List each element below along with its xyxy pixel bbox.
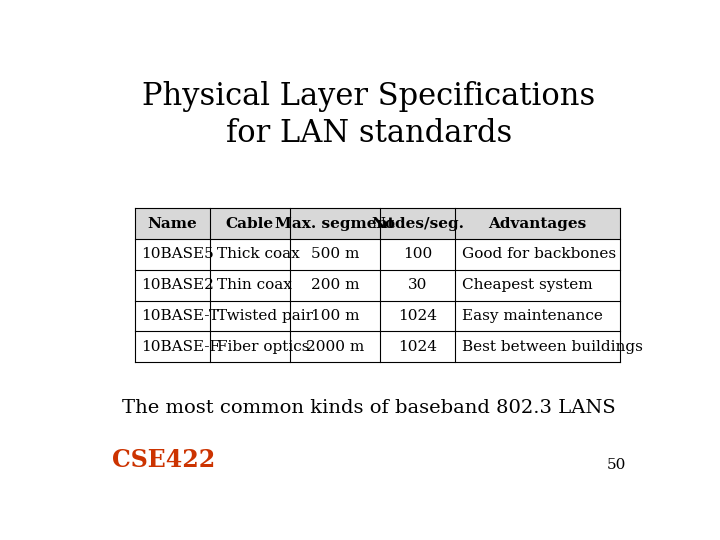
Text: 500 m: 500 m bbox=[311, 247, 359, 261]
Bar bbox=[290, 332, 379, 362]
Bar bbox=[290, 239, 379, 270]
Bar bbox=[135, 301, 210, 332]
Text: 100 m: 100 m bbox=[310, 309, 359, 323]
Text: 10BASE-T: 10BASE-T bbox=[141, 309, 220, 323]
Bar bbox=[135, 208, 210, 239]
Text: 50: 50 bbox=[606, 458, 626, 472]
Text: Physical Layer Specifications
for LAN standards: Physical Layer Specifications for LAN st… bbox=[143, 82, 595, 150]
Bar bbox=[379, 239, 455, 270]
Bar bbox=[210, 270, 290, 301]
Text: The most common kinds of baseband 802.3 LANS: The most common kinds of baseband 802.3 … bbox=[122, 399, 616, 417]
Bar bbox=[379, 208, 455, 239]
Text: Advantages: Advantages bbox=[488, 217, 587, 231]
Text: Cable: Cable bbox=[226, 217, 274, 231]
Text: Thin coax: Thin coax bbox=[217, 278, 292, 292]
Bar bbox=[379, 332, 455, 362]
Bar bbox=[455, 332, 620, 362]
Text: CSE422: CSE422 bbox=[112, 448, 215, 472]
Bar bbox=[290, 208, 379, 239]
Bar bbox=[210, 208, 290, 239]
Bar bbox=[290, 270, 379, 301]
Text: Best between buildings: Best between buildings bbox=[462, 340, 643, 354]
Text: 10BASE2: 10BASE2 bbox=[141, 278, 215, 292]
Text: 10BASE5: 10BASE5 bbox=[141, 247, 214, 261]
Text: Name: Name bbox=[148, 217, 197, 231]
Bar bbox=[455, 270, 620, 301]
Bar bbox=[210, 332, 290, 362]
Text: Good for backbones: Good for backbones bbox=[462, 247, 616, 261]
Text: 1024: 1024 bbox=[398, 309, 437, 323]
Bar bbox=[135, 239, 210, 270]
Text: 30: 30 bbox=[408, 278, 427, 292]
Text: Twisted pair: Twisted pair bbox=[217, 309, 312, 323]
Bar bbox=[290, 301, 379, 332]
Text: Thick coax: Thick coax bbox=[217, 247, 300, 261]
Text: 10BASE-F: 10BASE-F bbox=[141, 340, 220, 354]
Bar bbox=[135, 270, 210, 301]
Bar bbox=[455, 301, 620, 332]
Bar bbox=[135, 332, 210, 362]
Text: Nodes/seg.: Nodes/seg. bbox=[371, 217, 464, 231]
Bar bbox=[455, 239, 620, 270]
Bar bbox=[379, 301, 455, 332]
Text: Cheapest system: Cheapest system bbox=[462, 278, 593, 292]
Text: 200 m: 200 m bbox=[310, 278, 359, 292]
Text: 1024: 1024 bbox=[398, 340, 437, 354]
Text: 100: 100 bbox=[402, 247, 432, 261]
Bar bbox=[210, 239, 290, 270]
Text: Max. segment: Max. segment bbox=[275, 217, 395, 231]
Text: Fiber optics: Fiber optics bbox=[217, 340, 309, 354]
Bar bbox=[210, 301, 290, 332]
Text: Easy maintenance: Easy maintenance bbox=[462, 309, 603, 323]
Bar bbox=[455, 208, 620, 239]
Bar bbox=[379, 270, 455, 301]
Text: 2000 m: 2000 m bbox=[306, 340, 364, 354]
